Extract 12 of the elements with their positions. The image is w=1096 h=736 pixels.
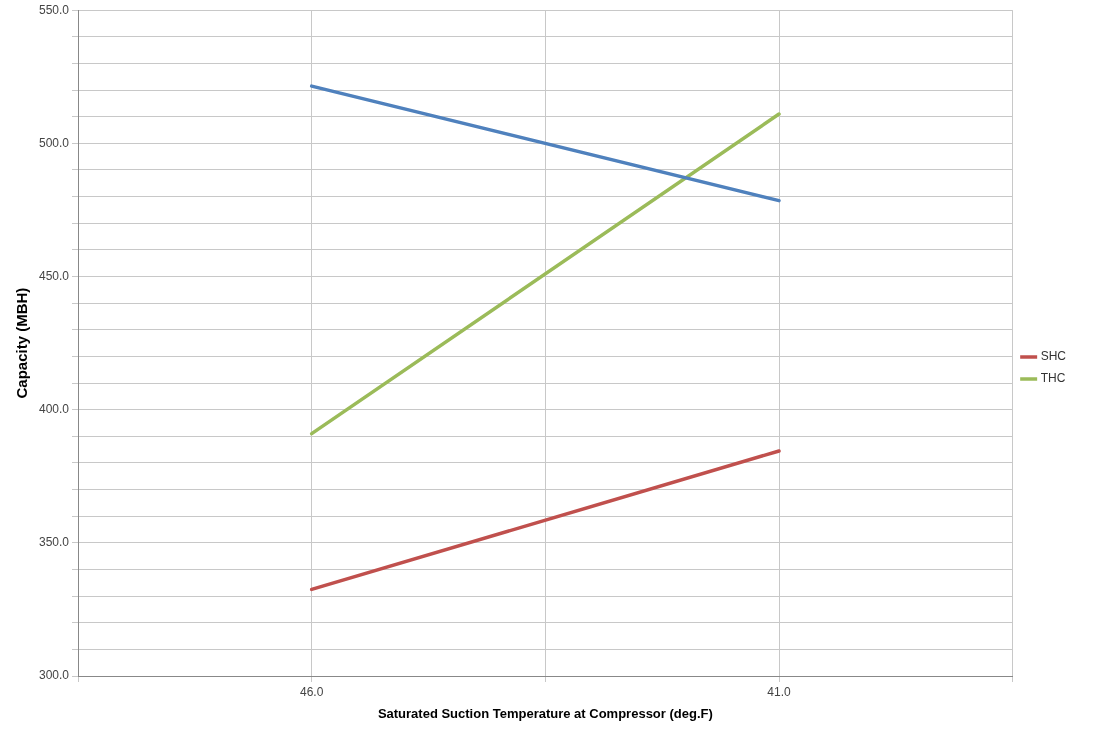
legend-label: SHC — [1040, 349, 1067, 364]
y-tick-label: 300.0 — [39, 668, 70, 683]
x-tick-label: 41.0 — [767, 684, 792, 699]
y-axis-title: Capacity (MBH) — [13, 287, 31, 399]
y-tick-label: 350.0 — [39, 535, 70, 550]
y-tick-label: 550.0 — [39, 2, 70, 17]
legend-label: THC — [1040, 371, 1066, 386]
x-axis-title: Saturated Suction Temperature at Compressor (deg.F) — [377, 705, 713, 721]
y-tick-label: 400.0 — [39, 401, 70, 416]
y-tick-label: 500.0 — [39, 135, 70, 150]
x-tick-label: 46.0 — [300, 684, 324, 699]
y-tick-label: 450.0 — [39, 268, 70, 283]
